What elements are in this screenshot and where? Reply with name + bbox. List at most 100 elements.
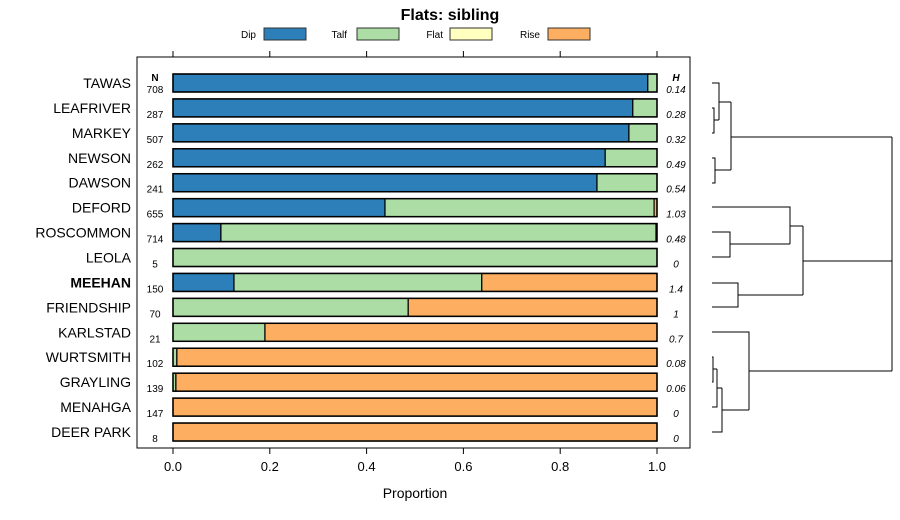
h-value: 0.28 — [666, 110, 686, 121]
bar-segment-talf — [172, 297, 409, 317]
bar-row: ROSCOMMON 714 0.48 — [35, 222, 686, 246]
n-value: 708 — [147, 85, 164, 96]
site-label: NEWSON — [68, 150, 131, 166]
n-value: 8 — [152, 434, 158, 445]
bar-outline — [172, 172, 658, 193]
bar-row: KARLSTAD 21 0.7 — [58, 322, 683, 345]
bar-rows: TAWAS 708 0.14 LEAFRIVER 287 0.28 MARKEY 507 0.3… — [35, 73, 686, 445]
n-value: 147 — [147, 409, 164, 420]
bar-row: MENAHGA 147 0 — [60, 397, 679, 420]
legend-label: Talf — [331, 30, 347, 41]
legend-swatch — [547, 27, 591, 41]
bar-outline — [172, 222, 658, 243]
bar-outline — [172, 322, 658, 343]
bar-segment-talf — [604, 148, 658, 168]
bar-outline — [172, 372, 658, 392]
bar-segment-dip — [172, 123, 630, 143]
site-label: MEEHAN — [70, 274, 131, 290]
x-axis: 0.0 0.2 0.4 0.6 0.8 1.0 — [164, 51, 666, 474]
n-value: 21 — [149, 334, 161, 345]
bar-row: DEFORD 655 1.03 — [72, 197, 686, 221]
h-value: 0.49 — [666, 160, 686, 171]
bar-row: NEWSON 262 0.49 — [68, 148, 686, 171]
dendrogram — [712, 82, 893, 433]
bar-row: WURTSMITH 102 0.08 — [46, 347, 686, 370]
bar-outline — [172, 422, 658, 442]
site-label: WURTSMITH — [46, 349, 131, 365]
bar-segment-rise — [481, 272, 658, 293]
h-value: 1.03 — [666, 210, 686, 221]
bar-outline — [172, 123, 658, 143]
bar-segment-dip — [172, 222, 222, 243]
bar-segment-talf — [628, 123, 658, 143]
bar-segment-dip — [172, 73, 649, 93]
bar-row: LEAFRIVER 287 0.28 — [53, 98, 686, 121]
n-value: 241 — [147, 185, 164, 196]
n-value: 5 — [152, 260, 158, 271]
n-value: 150 — [147, 284, 164, 295]
dendrogram-branch — [712, 137, 893, 433]
bar-segment-dip — [172, 148, 606, 168]
h-value: 1.4 — [669, 284, 683, 295]
h-value: 0.54 — [666, 185, 686, 196]
h-value: 0 — [673, 434, 679, 445]
legend-swatch — [449, 27, 493, 41]
x-tick-label: 0.6 — [454, 459, 472, 474]
bar-row: GRAYLING 139 0.06 — [60, 372, 686, 395]
site-label: MARKEY — [72, 125, 132, 141]
legend-swatch — [356, 27, 400, 41]
bar-outline — [172, 148, 658, 168]
h-header: H — [672, 73, 680, 84]
x-tick-label: 0.0 — [164, 459, 182, 474]
bar-segment-rise — [176, 347, 658, 367]
legend-label: Flat — [426, 30, 443, 41]
h-value: 0.14 — [666, 85, 686, 96]
n-value: 714 — [147, 235, 164, 246]
bar-segment-rise — [264, 322, 658, 342]
n-value: 102 — [147, 359, 164, 370]
bar-segment-talf — [220, 222, 657, 243]
x-tick-label: 0.2 — [261, 459, 279, 474]
chart-title: Flats: sibling — [401, 7, 500, 24]
bar-segment-talf — [172, 247, 658, 268]
bar-segment-talf — [384, 198, 655, 218]
site-label: LEOLA — [86, 250, 132, 266]
n-value: 139 — [147, 384, 164, 395]
site-label: DEER PARK — [51, 424, 132, 440]
site-label: MENAHGA — [60, 399, 131, 415]
bar-outline — [172, 397, 658, 417]
x-tick-label: 1.0 — [648, 459, 666, 474]
bar-row: MEEHAN 150 1.4 — [70, 272, 683, 295]
h-value: 0.06 — [666, 384, 686, 395]
bar-outline — [172, 73, 658, 93]
bar-row: DAWSON 241 0.54 — [69, 172, 686, 196]
site-label: TAWAS — [83, 75, 131, 91]
bar-segment-dip — [172, 198, 386, 218]
bar-segment-talf — [647, 73, 658, 93]
site-label: KARLSTAD — [58, 324, 131, 340]
h-value: 0.08 — [666, 359, 686, 370]
bar-segment-talf — [596, 173, 658, 193]
x-tick-label: 0.4 — [358, 459, 376, 474]
bar-row: TAWAS 708 0.14 — [83, 73, 686, 96]
site-label: LEAFRIVER — [53, 100, 131, 116]
site-label: FRIENDSHIP — [46, 299, 131, 315]
legend-label: Rise — [520, 30, 540, 41]
x-axis-label: Proportion — [383, 485, 448, 501]
n-value: 507 — [147, 135, 164, 146]
h-value: 0.32 — [666, 135, 686, 146]
site-label: DEFORD — [72, 200, 131, 216]
site-label: GRAYLING — [60, 374, 131, 390]
bar-segment-rise — [175, 372, 658, 392]
n-value: 655 — [147, 210, 164, 221]
bar-segment-rise — [407, 297, 658, 317]
h-value: 0 — [673, 260, 679, 271]
bar-segment-dip — [172, 98, 634, 118]
bar-segment-dip — [172, 272, 235, 293]
bar-outline — [172, 247, 658, 268]
bar-segment-talf — [632, 98, 658, 118]
legend-label: Dip — [241, 30, 256, 41]
site-label: ROSCOMMON — [35, 225, 131, 241]
bar-outline — [172, 347, 658, 367]
